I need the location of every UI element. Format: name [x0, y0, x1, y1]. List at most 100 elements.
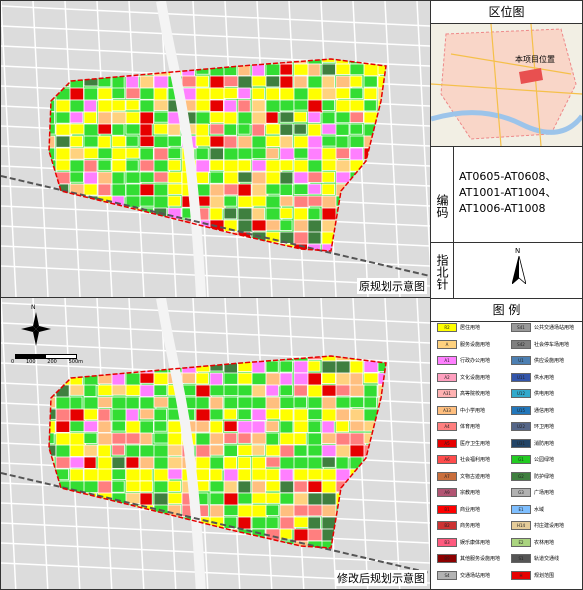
parcel: [153, 87, 168, 102]
revised-map-panel: 修改后规划示意图 N 0 100 200 500m: [0, 297, 433, 590]
parcel: [223, 408, 238, 420]
parcel: [307, 504, 324, 517]
parcel: [349, 432, 366, 447]
parcel: [321, 147, 338, 162]
parcel: [293, 372, 309, 386]
parcel: [349, 408, 365, 422]
parcel: [321, 207, 338, 221]
parcel: [335, 360, 353, 374]
legend-item: G1 公园绿地: [511, 455, 554, 464]
parcel: [335, 396, 353, 409]
parcel: [153, 372, 169, 385]
parcel: [153, 111, 169, 123]
parcel: [223, 444, 238, 457]
legend-swatch: A9: [437, 488, 457, 497]
map-caption: 修改后规划示意图: [335, 570, 427, 586]
parcel: [279, 219, 293, 231]
parcel: [279, 183, 293, 196]
parcel: [279, 195, 294, 207]
parcel: [139, 372, 155, 384]
parcel: [363, 87, 378, 100]
parcel: [97, 468, 113, 482]
parcel: [293, 63, 311, 76]
parcel: [209, 456, 225, 471]
parcel: [279, 408, 294, 422]
parcel: [279, 87, 296, 101]
parcel: [279, 123, 294, 136]
parcel: [335, 171, 351, 184]
legend-swatch: R2: [437, 323, 457, 332]
parcel: [49, 99, 56, 112]
legend-label: 文物古迹用地: [460, 473, 491, 480]
legend-label: 供电用地: [534, 391, 555, 397]
parcel: [265, 63, 281, 76]
parcel: [69, 456, 86, 469]
parcel: [251, 159, 269, 172]
parcel: [209, 195, 226, 210]
parcel: [125, 147, 140, 159]
parcel: [209, 396, 224, 411]
parcel: [349, 123, 363, 135]
parcel: [237, 171, 253, 183]
parcel: [55, 408, 72, 423]
parcel: [153, 444, 170, 458]
parcel: [349, 372, 364, 386]
parcel: [307, 468, 325, 481]
scale-bar: [15, 354, 77, 359]
parcel: [195, 444, 211, 459]
parcel: [139, 468, 153, 482]
parcel: [111, 147, 127, 160]
parcel: [69, 384, 85, 396]
parcel: [195, 87, 211, 102]
road: [0, 542, 431, 564]
parcel: [321, 468, 337, 481]
parcel: [307, 360, 321, 372]
parcel: [335, 147, 350, 160]
legend-label: 消防用地: [534, 440, 555, 447]
parcel: [181, 372, 196, 384]
parcel: [307, 480, 323, 493]
legend-label: 水域: [534, 506, 545, 513]
parcel: [321, 135, 338, 147]
parcel: [293, 468, 309, 481]
parcel: [321, 183, 335, 196]
parcel: [265, 183, 283, 195]
legend-item: U12 供电用地: [511, 389, 554, 398]
parcel: [279, 99, 295, 112]
parcel: [209, 492, 225, 506]
parcel: [209, 123, 225, 135]
parcel: [209, 504, 225, 518]
parcel: [237, 408, 252, 420]
parcel: [111, 111, 128, 125]
parcel: [307, 171, 325, 183]
parcel: [153, 432, 169, 444]
parcel: [125, 384, 143, 396]
parcel: [125, 135, 139, 147]
parcel: [251, 384, 266, 398]
parcel: [363, 384, 378, 398]
parcel: [237, 183, 252, 198]
parcel: [279, 372, 293, 386]
parcel: [209, 372, 224, 386]
expressway: [156, 0, 206, 298]
legend-item: A7 文物古迹用地: [437, 471, 491, 481]
parcel: [251, 183, 269, 198]
parcel: [307, 432, 322, 446]
parcel: [265, 87, 280, 102]
parcel: [153, 99, 171, 111]
parcel: [125, 432, 142, 445]
parcel: [55, 135, 71, 148]
parcel: [307, 219, 322, 234]
parcel: [83, 396, 100, 410]
parcel: [209, 75, 226, 89]
legend-item: U15 通信用地: [511, 405, 554, 415]
parcel: [349, 99, 366, 112]
parcel: [293, 432, 307, 445]
parcel: [223, 480, 238, 494]
parcel: [251, 195, 268, 207]
parcel: [293, 528, 310, 542]
parcel: [251, 123, 266, 138]
parcel: [83, 183, 98, 196]
parcel: [321, 159, 337, 171]
parcel: [335, 444, 351, 459]
